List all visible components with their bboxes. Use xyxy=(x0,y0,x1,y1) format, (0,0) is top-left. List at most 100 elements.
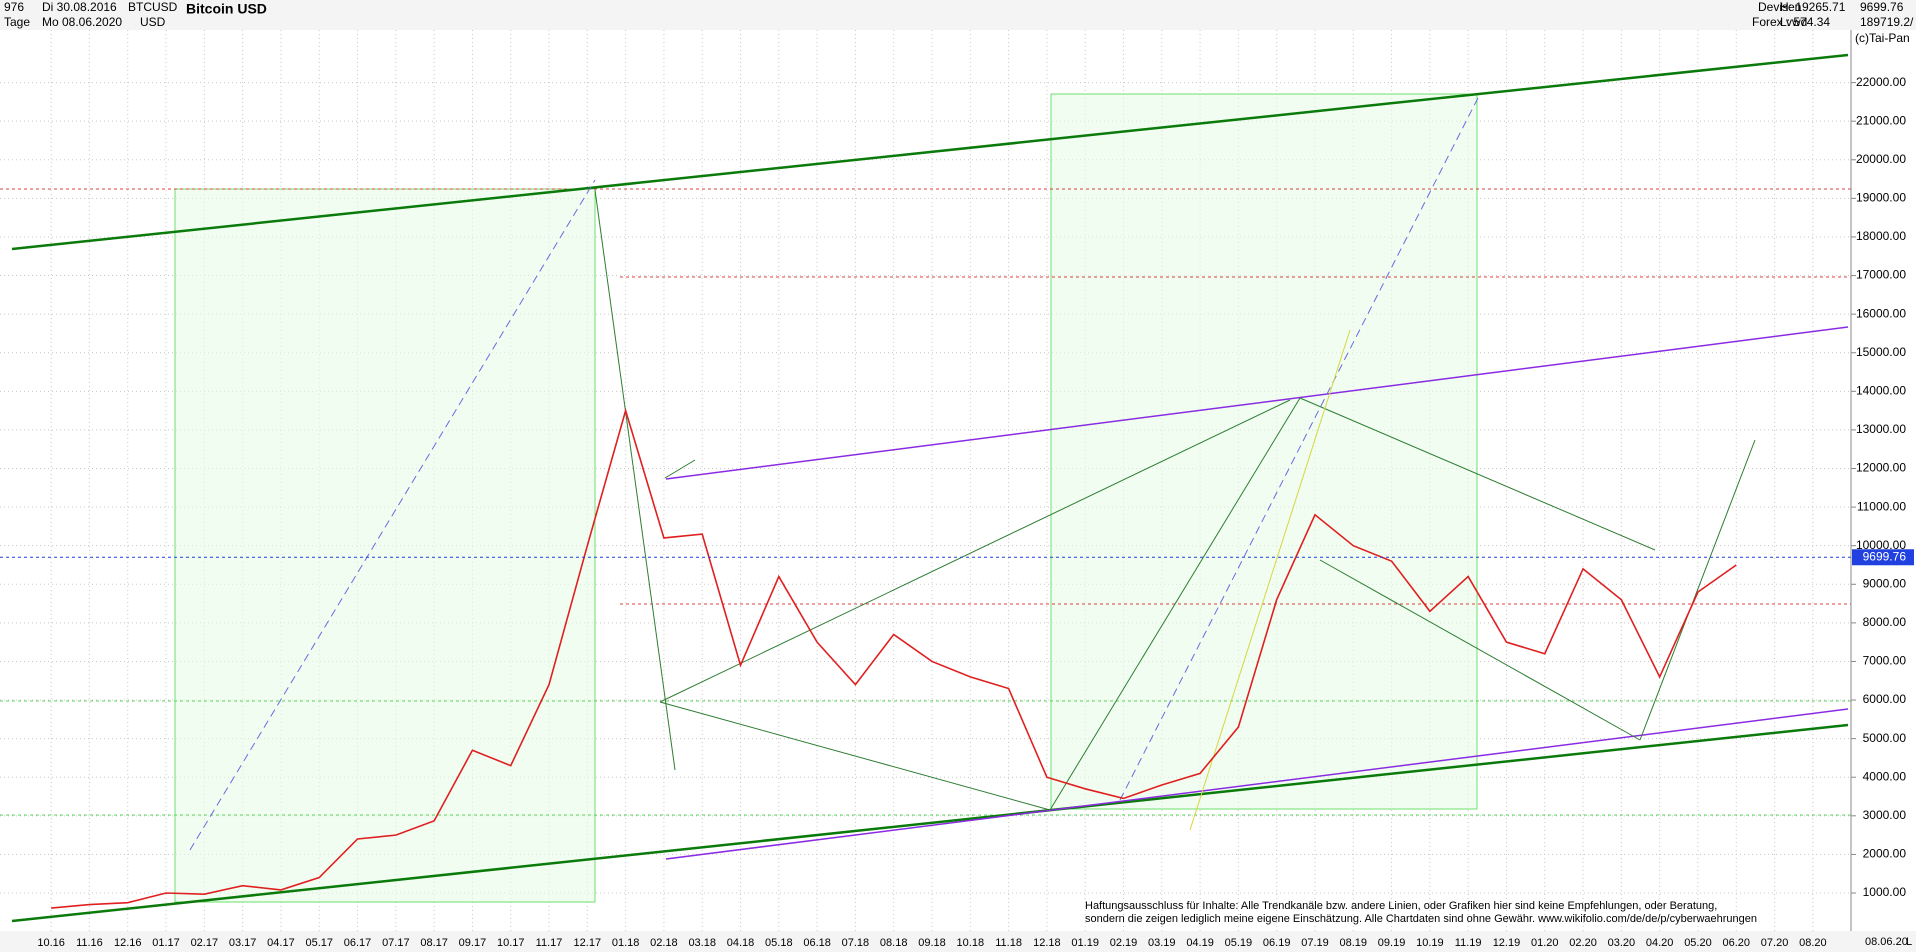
y-tick-label: 2000.00 xyxy=(1863,847,1907,861)
y-tick-label: 3000.00 xyxy=(1863,808,1907,822)
start-date: Di 30.08.2016 xyxy=(42,0,117,14)
x-tick-label: 10.17 xyxy=(497,937,525,949)
x-tick-label: 11.17 xyxy=(536,937,563,949)
x-tick-label: 07.20 xyxy=(1761,937,1789,949)
header-bar xyxy=(0,0,1916,30)
y-tick-label: 13000.00 xyxy=(1856,422,1906,436)
x-tick-label: 03.19 xyxy=(1148,937,1176,949)
trend-line xyxy=(11,53,1849,251)
y-tick-label: 21000.00 xyxy=(1856,113,1906,127)
end-date: Mo 08.06.2020 xyxy=(42,15,122,29)
x-tick-label: 03.18 xyxy=(688,937,716,949)
scale-mode[interactable]: L xyxy=(1906,936,1912,948)
x-tick-label: 11.16 xyxy=(76,937,103,949)
x-tick-label: 06.19 xyxy=(1263,937,1291,949)
chart-id[interactable]: 976 xyxy=(4,0,24,14)
y-tick-label: 5000.00 xyxy=(1863,731,1907,745)
current-price-label: 9699.76 xyxy=(1863,549,1907,563)
trend-line xyxy=(665,708,1849,860)
x-tick-label: 06.20 xyxy=(1722,937,1750,949)
x-tick-label: 10.16 xyxy=(37,937,65,949)
y-tick-label: 12000.00 xyxy=(1856,461,1906,475)
copyright: (c)Tai-Pan xyxy=(1855,31,1910,45)
y-tick-label: 10000.00 xyxy=(1856,538,1906,552)
trend-line xyxy=(1639,439,1756,741)
x-tick-label: 08.18 xyxy=(880,937,908,949)
x-tick-label: 02.20 xyxy=(1569,937,1597,949)
x-tick-label: 01.17 xyxy=(152,937,180,949)
x-tick-label: 10.18 xyxy=(957,937,985,949)
currency: USD xyxy=(140,15,166,29)
x-tick-label: 07.17 xyxy=(382,937,410,949)
x-tick-label: 03.17 xyxy=(229,937,257,949)
x-tick-label: 12.17 xyxy=(574,937,602,949)
price-line xyxy=(51,407,1737,909)
low: L: 574.34 xyxy=(1780,15,1830,29)
x-tick-label: 06.17 xyxy=(344,937,372,949)
y-tick-label: 7000.00 xyxy=(1863,654,1907,668)
y-tick-label: 11000.00 xyxy=(1857,499,1906,513)
disclaimer: sondern die zeigen lediglich meine eigen… xyxy=(1085,913,1757,925)
x-tick-label: 11.18 xyxy=(995,937,1022,949)
y-tick-label: 17000.00 xyxy=(1856,268,1906,282)
y-tick-label: 4000.00 xyxy=(1863,769,1907,783)
x-tick-label: 04.17 xyxy=(267,937,295,949)
source: Forex vwd xyxy=(1752,15,1807,29)
trend-line xyxy=(1119,93,1481,801)
volume: 189719.2/ xyxy=(1860,15,1914,29)
footer-date: 08.06.20 xyxy=(1865,936,1908,948)
x-axis-bar xyxy=(0,931,1916,952)
y-tick-label: 6000.00 xyxy=(1863,692,1907,706)
x-tick-label: 02.17 xyxy=(191,937,219,949)
x-tick-label: 01.18 xyxy=(612,937,640,949)
chart-title: Bitcoin USD xyxy=(186,1,267,17)
x-tick-label: 04.20 xyxy=(1646,937,1674,949)
x-tick-label: 03.20 xyxy=(1608,937,1636,949)
x-tick-label: 06.18 xyxy=(803,937,831,949)
y-tick-label: 20000.00 xyxy=(1856,152,1906,166)
x-tick-label: 04.18 xyxy=(727,937,755,949)
x-tick-label: 07.19 xyxy=(1301,937,1329,949)
zone-box xyxy=(174,188,596,903)
current-price-box xyxy=(1852,549,1914,566)
x-tick-label: 09.18 xyxy=(918,937,946,949)
y-tick-label: 22000.00 xyxy=(1856,75,1906,89)
y-tick-label: 15000.00 xyxy=(1856,345,1906,359)
x-tick-label: 08.20 xyxy=(1799,937,1827,949)
x-tick-label: 05.20 xyxy=(1684,937,1712,949)
y-tick-label: 8000.00 xyxy=(1863,615,1907,629)
y-tick-label: 14000.00 xyxy=(1856,383,1906,397)
x-tick-label: 10.19 xyxy=(1416,937,1444,949)
y-tick-label: 1000.00 xyxy=(1863,885,1907,899)
last-price: 9699.76 xyxy=(1860,0,1904,14)
y-tick-label: 16000.00 xyxy=(1856,306,1906,320)
x-tick-label: 09.19 xyxy=(1378,937,1406,949)
symbol: BTCUSD xyxy=(128,0,178,14)
x-tick-label: 12.16 xyxy=(114,937,142,949)
x-tick-label: 05.18 xyxy=(765,937,793,949)
trend-line xyxy=(1319,559,1641,741)
y-tick-label: 19000.00 xyxy=(1856,191,1906,205)
x-tick-label: 12.18 xyxy=(1033,937,1061,949)
market: Devisen xyxy=(1758,0,1801,14)
y-tick-label: 18000.00 xyxy=(1856,229,1906,243)
trend-line xyxy=(664,459,696,479)
x-tick-label: 02.18 xyxy=(650,937,678,949)
x-tick-label: 07.18 xyxy=(842,937,870,949)
period[interactable]: Tage xyxy=(4,15,30,29)
x-tick-label: 09.17 xyxy=(459,937,487,949)
x-tick-label: 01.20 xyxy=(1531,937,1559,949)
trend-line xyxy=(594,189,676,771)
zone-box xyxy=(1050,93,1478,810)
high: H: 19265.71 xyxy=(1780,0,1846,14)
x-tick-label: 11.19 xyxy=(1455,937,1482,949)
trend-line xyxy=(189,179,596,851)
trend-line xyxy=(11,723,1849,923)
x-tick-label: 05.17 xyxy=(305,937,333,949)
x-tick-label: 05.19 xyxy=(1225,937,1253,949)
x-tick-label: 08.17 xyxy=(420,937,448,949)
x-tick-label: 08.19 xyxy=(1340,937,1368,949)
disclaimer: Haftungsausschluss für Inhalte: Alle Tre… xyxy=(1085,900,1717,912)
trend-line xyxy=(665,326,1849,480)
